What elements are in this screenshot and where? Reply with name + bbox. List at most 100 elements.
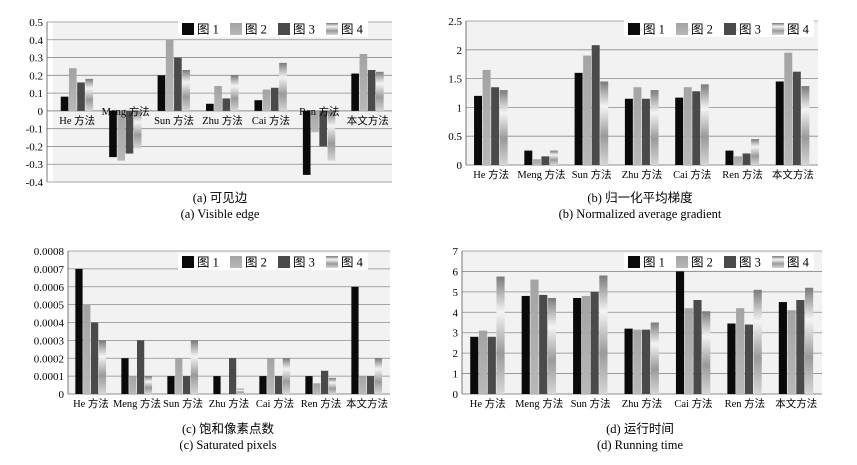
category-label: Sun 方法 (154, 114, 194, 127)
bar-3-1 (77, 82, 85, 111)
category-label: He 方法 (473, 168, 509, 181)
bar-1-3 (167, 376, 175, 394)
y-tick-label: -0.4 (26, 177, 44, 189)
bar-1-6 (727, 323, 736, 394)
y-tick-label: 0.0008 (34, 246, 65, 258)
y-tick-label: 3 (453, 328, 459, 340)
legend-label: 图 4 (341, 256, 364, 270)
legend-swatch-3 (278, 256, 290, 268)
legend-swatch-4 (772, 256, 784, 268)
caption-en: (a) Visible edge (181, 207, 260, 221)
bar-1-5 (675, 271, 685, 394)
bar-1-1 (60, 96, 69, 111)
bar-3-3 (590, 291, 599, 394)
category-label: Cai 方法 (256, 397, 294, 410)
category-label: Meng 方法 (113, 397, 161, 410)
legend-label: 图 3 (293, 256, 315, 270)
legend-label: 图 3 (739, 256, 761, 270)
y-tick-label: 0.2 (29, 70, 43, 82)
bar-2-5 (684, 308, 693, 394)
bar-4-6 (751, 139, 760, 165)
bar-3-1 (491, 87, 500, 165)
legend-swatch-2 (230, 23, 242, 35)
category-label: Cai 方法 (673, 168, 711, 181)
bar-3-6 (321, 370, 329, 394)
bar-4-3 (600, 81, 609, 165)
category-label: Sun 方法 (572, 168, 612, 181)
bar-1-7 (778, 302, 787, 394)
legend-label: 图 4 (787, 256, 810, 270)
bar-2-6 (734, 156, 742, 165)
category-label: Zhu 方法 (622, 168, 663, 181)
bar-4-2 (549, 150, 558, 165)
bar-1-6 (305, 376, 313, 394)
bar-3-7 (792, 71, 801, 165)
legend-swatch-3 (724, 23, 736, 35)
bar-1-2 (524, 150, 533, 165)
y-tick-label: 0 (59, 389, 65, 401)
bar-3-6 (742, 153, 751, 165)
legend-label: 图 4 (341, 23, 364, 37)
bar-3-5 (270, 87, 279, 111)
bar-1-4 (206, 103, 214, 111)
chart-panel-4: 7 6 5 4 3 2 1 0 He 方法 Meng 方法 Sun 方法 Zhu 方法 Cai 方法 Re… (453, 246, 822, 410)
bar-3-5 (693, 300, 702, 394)
y-tick-label: 1 (453, 369, 459, 381)
chart-panel-3: 0.0008 0.0007 0.0006 0.0005 0.0004 0.0003 0.00… (34, 246, 390, 410)
bar-4-4 (650, 90, 659, 165)
legend-label: 图 3 (293, 23, 315, 37)
category-label: Cai 方法 (252, 114, 290, 127)
bar-2-3 (581, 295, 590, 394)
legend-label: 图 1 (643, 23, 665, 37)
bar-4-1 (499, 90, 508, 165)
bar-1-4 (213, 376, 221, 394)
bar-2-2 (532, 159, 541, 165)
bar-4-1 (85, 78, 94, 111)
y-tick-label: 0 (457, 160, 463, 172)
bar-3-7 (367, 70, 376, 111)
y-tick-label: 0.0006 (34, 282, 65, 294)
y-tick-label: 0.0004 (34, 318, 65, 330)
bar-3-3 (591, 45, 600, 165)
bar-2-6 (311, 110, 319, 133)
bar-1-3 (157, 75, 166, 111)
bar-2-1 (482, 69, 491, 165)
bar-3-4 (222, 98, 231, 111)
bar-3-6 (744, 324, 753, 394)
bar-4-2 (133, 110, 142, 149)
y-tick-label: 2 (457, 45, 463, 57)
bar-1-1 (470, 336, 479, 394)
caption-en: (d) Running time (597, 438, 684, 452)
bar-3-1 (91, 322, 99, 394)
legend-label: 图 1 (197, 23, 219, 37)
bar-1-2 (109, 110, 117, 158)
bar-3-3 (174, 57, 182, 111)
bar-2-2 (117, 110, 126, 161)
legend-swatch-1 (628, 256, 640, 268)
bar-4-2 (547, 297, 557, 394)
legend-label: 图 1 (643, 256, 665, 270)
y-tick-label: 0.0005 (34, 300, 65, 312)
bar-4-6 (328, 377, 337, 394)
bar-2-3 (583, 55, 592, 166)
bar-1-5 (259, 376, 267, 394)
bar-1-3 (573, 297, 582, 394)
category-label: Zhu 方法 (622, 397, 663, 410)
bar-1-6 (725, 150, 734, 165)
bar-2-3 (165, 39, 174, 111)
legend: 图 1 图 2 图 3 图 4 (178, 20, 368, 37)
legend-swatch-2 (676, 256, 688, 268)
bar-2-6 (736, 308, 745, 394)
category-label: 本文方法 (346, 397, 388, 410)
bar-3-2 (541, 156, 550, 165)
bar-1-3 (574, 72, 583, 165)
bar-3-5 (692, 91, 701, 165)
bar-2-7 (359, 376, 367, 394)
bar-2-4 (633, 329, 642, 394)
y-tick-label: 0.0002 (34, 353, 64, 365)
bar-1-2 (521, 295, 530, 394)
bar-2-4 (633, 87, 642, 165)
legend-swatch-1 (182, 23, 194, 35)
bar-3-3 (183, 376, 191, 394)
